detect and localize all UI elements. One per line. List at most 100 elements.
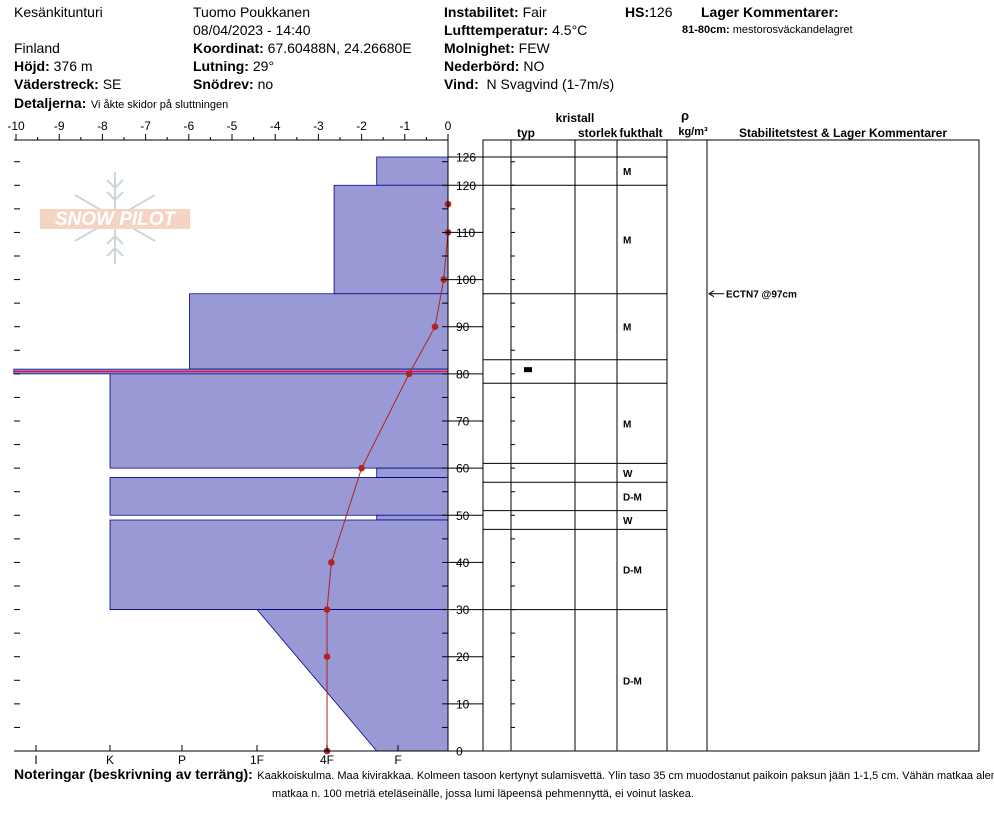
stability-value: Fair xyxy=(522,4,547,20)
layer-moisture: M xyxy=(623,167,631,178)
details-label: Detaljerna: xyxy=(14,95,87,111)
density-rho: ρ xyxy=(681,108,689,123)
stability-header: Stabilitetstest & Lager Kommentarer xyxy=(739,126,947,140)
depth-tick-label: 60 xyxy=(456,462,470,476)
hs-row: HS:126 xyxy=(625,4,672,20)
temperature-point xyxy=(405,370,413,378)
depth-tick-label: 126 xyxy=(456,151,476,165)
density-header: kg/m³ xyxy=(678,126,708,138)
observation-datetime: 08/04/2023 - 14:40 xyxy=(193,22,311,38)
depth-tick-label: 100 xyxy=(456,273,476,287)
hs-label: HS: xyxy=(625,4,650,20)
elevation-label: Höjd: xyxy=(14,58,50,74)
notes-label: Noteringar (beskrivning av terräng): xyxy=(14,766,253,782)
elevation-row: Höjd: 376 m xyxy=(14,58,93,74)
slope-label: Lutning: xyxy=(193,58,249,74)
depth-tick-label: 10 xyxy=(456,697,470,711)
snow-profile-chart: SNOW PILOT -10 -9 -8 -7 -6 -5 -4 -3 -2 -1 0 010203… xyxy=(7,108,980,767)
depth-tick-label: 120 xyxy=(456,179,476,193)
hardness-tick-label: I xyxy=(34,753,37,767)
hardness-bar xyxy=(189,293,449,370)
precip-row: Nederbörd: NO xyxy=(444,58,544,74)
wind-row: Vind: N Svagvind (1-7m/s) xyxy=(444,76,614,92)
drift-label: Snödrev: xyxy=(193,76,254,92)
depth-tick-label: 50 xyxy=(456,509,470,523)
airtemp-label: Lufttemperatur: xyxy=(444,22,549,38)
layer-comment-text: mestorosväckandelagret xyxy=(732,24,853,36)
temp-tick-label: -8 xyxy=(97,119,108,133)
hardness-bar xyxy=(256,609,449,752)
temp-tick-label: -1 xyxy=(399,119,410,133)
temperature-point xyxy=(323,606,331,613)
stability-label: Instabilitet: xyxy=(444,4,519,20)
temp-tick-label: -6 xyxy=(183,119,194,133)
temp-tick-label: -5 xyxy=(227,119,238,133)
hardness-tick-label: P xyxy=(178,753,186,767)
depth-tick-label: 90 xyxy=(456,320,470,334)
hardness-bar xyxy=(376,467,449,478)
temp-axis: -10 -9 -8 -7 -6 -5 -4 -3 -2 -1 0 xyxy=(7,119,452,140)
layer-moisture: M xyxy=(623,236,631,247)
coordinates-label: Koordinat: xyxy=(193,40,264,56)
location-name: Kesänkitunturi xyxy=(14,4,103,20)
logo-text: SNOW PILOT xyxy=(55,209,177,230)
details-value: Vi åkte skidor på sluttningen xyxy=(90,99,229,111)
hardness-bar xyxy=(109,373,449,469)
stability-arrowhead xyxy=(708,290,715,298)
airtemp-value: 4.5°C xyxy=(552,22,588,38)
wind-value: N Svagvind (1-7m/s) xyxy=(486,76,615,92)
hardness-tick-label: K xyxy=(106,753,114,767)
moisture-header: fukthalt xyxy=(619,126,662,140)
layer-comment-row: 81-80cm: mestorosväckandelagret xyxy=(682,24,853,36)
country: Finland xyxy=(14,40,60,56)
grain-type-icon xyxy=(524,367,532,373)
depth-tick-label: 30 xyxy=(456,603,470,617)
temp-tick-label: -7 xyxy=(140,119,151,133)
notes-row: Noteringar (beskrivning av terräng): Kaa… xyxy=(14,766,994,784)
depth-axis: 0 10 20 30 40 50 60 70 80 90 100 110 120 126 xyxy=(14,151,515,759)
hardness-tick-label: 1F xyxy=(250,753,264,767)
depth-tick-label: 70 xyxy=(456,415,470,429)
layer-moisture: M xyxy=(623,323,631,334)
depth-tick-label: 0 xyxy=(456,745,463,759)
depth-tick-label: 40 xyxy=(456,556,470,570)
drift-value: no xyxy=(257,76,274,92)
snowpilot-logo: SNOW PILOT xyxy=(40,172,190,264)
layer-moisture: D-M xyxy=(623,676,642,687)
slope-value: 29° xyxy=(252,58,275,74)
temperature-point xyxy=(328,559,335,566)
layer-comment-range: 81-80cm: xyxy=(682,24,730,36)
elevation-value: 376 m xyxy=(53,58,93,74)
temp-tick-label: -2 xyxy=(356,119,367,133)
wind-label: Vind: xyxy=(444,76,479,92)
stability-tests: ECTN7 @97cm xyxy=(708,290,797,301)
observer-name: Tuomo Poukkanen xyxy=(193,4,310,20)
layer-moisture: D-M xyxy=(623,566,642,577)
temp-tick-label: 0 xyxy=(445,119,452,133)
sky-row: Molnighet: FEW xyxy=(444,40,550,56)
depth-tick-label: 110 xyxy=(456,226,475,240)
precip-label: Nederbörd: xyxy=(444,58,520,74)
hardness-tick-label: 4F xyxy=(320,753,334,767)
hardness-tick-label: F xyxy=(394,753,401,767)
coordinates-row: Koordinat: 67.60488N, 24.26680E xyxy=(193,40,412,56)
layer-grid xyxy=(482,139,980,752)
airtemp-row: Lufttemperatur: 4.5°C xyxy=(444,22,587,38)
sky-label: Molnighet: xyxy=(444,40,515,56)
notes-line-2: matkaa n. 100 metriä eteläseinälle, joss… xyxy=(272,788,694,800)
layer-comments-title: Lager Kommentarer: xyxy=(701,4,839,20)
aspect-value: SE xyxy=(102,76,122,92)
type-header: typ xyxy=(517,126,535,140)
layer-moisture: W xyxy=(623,516,633,527)
stability-row: Instabilitet: Fair xyxy=(444,4,547,20)
notes-line-1: Kaakkoiskulma. Maa kivirakkaa. Kolmeen t… xyxy=(257,770,994,782)
aspect-row: Väderstreck: SE xyxy=(14,76,121,92)
details-row: Detaljerna: Vi åkte skidor på sluttninge… xyxy=(14,95,228,113)
temp-tick-label: -4 xyxy=(270,119,281,133)
hardness-bar xyxy=(376,156,449,186)
depth-tick-label: 80 xyxy=(456,367,470,381)
slope-row: Lutning: 29° xyxy=(193,58,274,74)
layer-rows: M M M M W D-M W D-M D-M xyxy=(483,156,667,687)
temp-tick-label: -9 xyxy=(54,119,65,133)
hardness-profile xyxy=(13,156,449,752)
